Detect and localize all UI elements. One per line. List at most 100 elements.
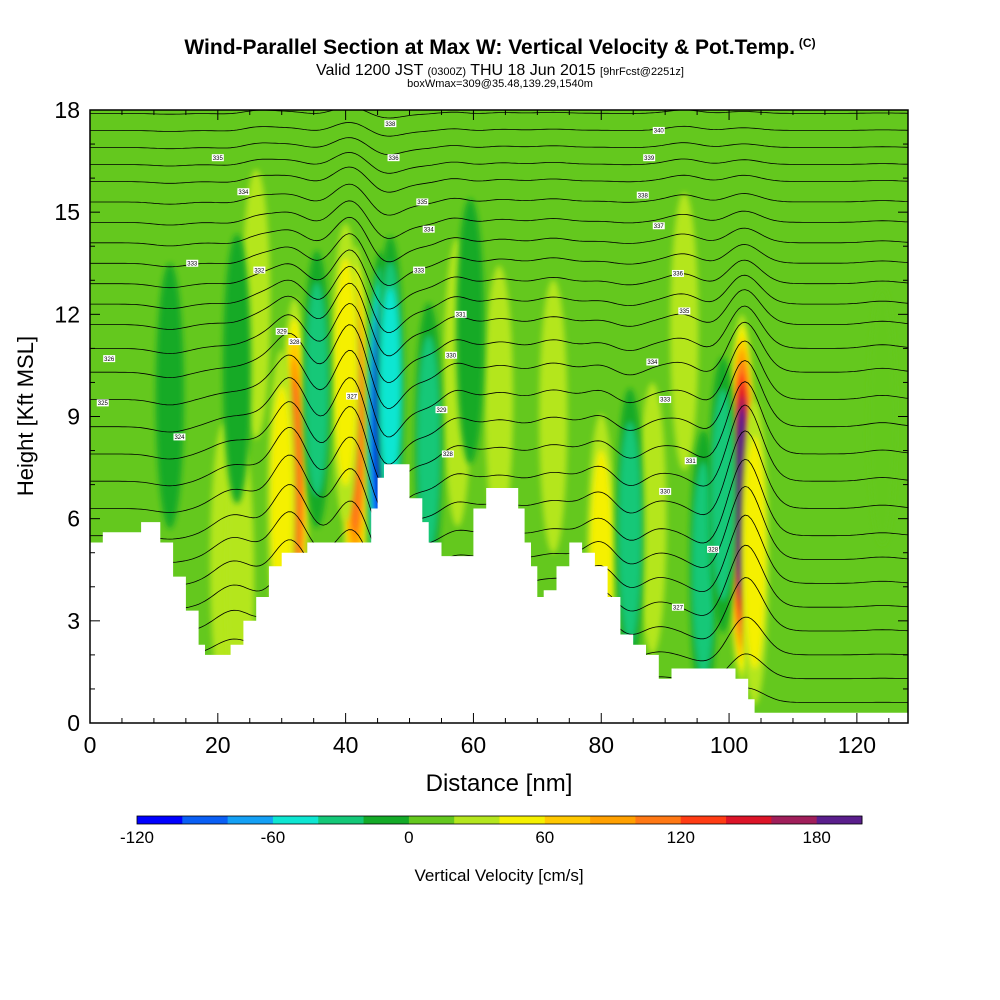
velocity-band (638, 382, 667, 655)
contour-label: 329 (275, 327, 288, 336)
chart-title-text: Wind-Parallel Section at Max W: Vertical… (184, 36, 795, 59)
chart-title: Wind-Parallel Section at Max W: Vertical… (0, 36, 1000, 60)
contour-label-box (636, 191, 649, 199)
y-tick-label: 6 (67, 506, 80, 532)
contour-label-box (237, 188, 250, 196)
contour-label-box (288, 338, 301, 346)
contour-label: 328 (441, 450, 454, 458)
contour-label-text: 334 (424, 227, 435, 233)
updraft-cell (484, 265, 514, 534)
colorbar-tick-label: 0 (404, 828, 413, 847)
contour-label: 335 (678, 307, 691, 315)
contour-label-box (275, 327, 288, 335)
contour-label: 335 (416, 198, 429, 206)
contour-label-box (646, 358, 659, 366)
contour-label-box (454, 310, 467, 318)
colorbar-swatch (454, 816, 500, 824)
colorbar-swatch (272, 816, 319, 824)
contour-label: 324 (173, 433, 186, 441)
contour-label-box (186, 259, 199, 267)
contour-label-text: 338 (385, 122, 396, 128)
contour-label-box (96, 399, 109, 407)
updraft-cell (670, 192, 699, 471)
y-tick-label: 0 (67, 710, 80, 736)
contour-label-box (652, 126, 665, 134)
valid-utc: (0300Z) (427, 66, 467, 78)
contour-label-text: 336 (673, 272, 684, 278)
contour-label-text: 334 (647, 360, 658, 366)
velocity-band (417, 335, 440, 552)
downdraft-cell (222, 233, 252, 504)
contour-label-box (652, 222, 665, 230)
terrain-mask (90, 464, 908, 723)
contour-label-text: 335 (213, 156, 224, 162)
colorbar-tick-label: -120 (120, 828, 154, 847)
theta-contour (90, 122, 908, 137)
x-tick-label: 0 (84, 732, 97, 758)
downdraft-cell (302, 250, 331, 529)
contour-label-text: 334 (238, 190, 249, 196)
colorbar-swatch (408, 816, 455, 824)
updraft-cell (638, 382, 667, 655)
contour-label-box (678, 307, 691, 315)
theta-contour (90, 166, 908, 193)
contour-label-text: 330 (446, 353, 457, 359)
potential-temperature-contours (90, 110, 908, 706)
contour-label-text: 327 (347, 394, 358, 400)
axes: 0 20 40 60 80 100 120 0 3 6 9 12 15 18 (54, 97, 908, 758)
contour-label-text: 338 (638, 193, 649, 199)
contour-label-text: 333 (660, 398, 671, 404)
velocity-band (222, 233, 252, 504)
contour-label-text: 331 (456, 313, 467, 319)
contour-label-text: 331 (686, 459, 697, 465)
contour-label: 337 (652, 222, 665, 230)
x-axis-title: Distance [nm] (426, 770, 573, 797)
contour-label-box (413, 266, 426, 274)
copyright-mark: (C) (798, 36, 816, 50)
colorbar-title: Vertical Velocity [cm/s] (414, 866, 583, 885)
theta-contour (90, 381, 908, 491)
contour-label: 330 (445, 351, 458, 359)
theta-contour (90, 137, 908, 155)
colorbar-swatch (635, 816, 682, 824)
velocity-band (155, 263, 184, 529)
velocity-band (868, 287, 897, 546)
colorbar: -120 -60 0 60 120 180 (120, 815, 863, 847)
colorbar-swatch (318, 816, 365, 824)
contour-label-box (387, 154, 400, 162)
contour-label-box (211, 154, 224, 162)
y-tick-label: 3 (67, 608, 80, 634)
contour-label-box (671, 269, 684, 277)
box-wmax-info: boxWmax=309@35.48,139.29,1540m (407, 78, 593, 90)
contour-label: 328 (288, 338, 301, 346)
contour-label-text: 324 (174, 435, 185, 441)
theta-contour (90, 360, 908, 465)
contour-label: 326 (103, 355, 116, 363)
contour-label-box (416, 198, 429, 206)
x-tick-label: 120 (838, 732, 876, 758)
y-tick-label: 9 (67, 404, 80, 430)
velocity-band (380, 288, 401, 491)
contour-label-text: 339 (644, 156, 655, 162)
contour-label-box (707, 545, 720, 553)
y-tick-label: 18 (54, 97, 80, 123)
contour-label: 330 (659, 487, 672, 496)
contour-label-text: 332 (254, 268, 265, 274)
contour-label: 327 (671, 603, 684, 611)
contour-label-box (441, 450, 454, 458)
theta-contour (90, 303, 908, 383)
contour-label-text: 328 (443, 452, 454, 458)
colorbar-swatch (363, 816, 410, 824)
velocity-band (305, 282, 328, 496)
contour-label-box (422, 225, 435, 233)
updraft-cell (868, 287, 897, 546)
velocity-band (456, 198, 485, 465)
theta-contour (90, 233, 908, 286)
contour-label: 333 (186, 259, 199, 267)
colorbar-swatch (182, 816, 229, 824)
x-tick-label: 40 (333, 732, 359, 758)
velocity-band (484, 265, 514, 534)
y-axis-title: Height [Kft MSL] (13, 336, 38, 496)
downdraft-cell (155, 263, 184, 529)
contour-label-text: 335 (417, 200, 428, 206)
